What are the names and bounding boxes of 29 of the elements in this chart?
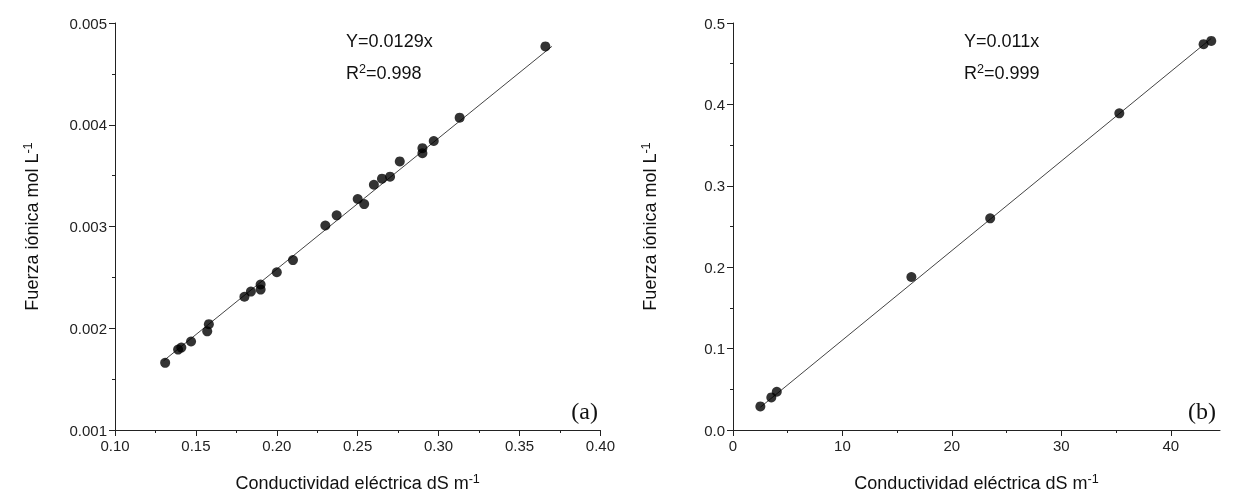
y-tick-label: 0.2 <box>704 258 725 276</box>
x-tick-label: 0.10 <box>100 437 130 454</box>
annotation: Y=0.011x <box>964 31 1040 51</box>
x-tick-label: 0.20 <box>262 437 292 454</box>
y-tick-label: 0.005 <box>69 14 107 32</box>
x-tick-label: 0.40 <box>585 437 615 454</box>
x-tick-label: 30 <box>1052 437 1070 454</box>
x-tick-label: 40 <box>1162 437 1180 454</box>
y-tick-label: 0.002 <box>69 319 107 337</box>
y-axis-title: Fuerza iónica mol L-1 <box>20 142 42 311</box>
x-tick-label: 0.15 <box>181 437 211 454</box>
y-tick-label: 0.003 <box>69 218 107 235</box>
x-tick-label: 0 <box>728 437 738 454</box>
x-tick-label: 20 <box>943 437 961 454</box>
annotation: (b) <box>1188 398 1216 424</box>
y-tick-label: 0.1 <box>704 340 725 358</box>
y-tick-label: 0.5 <box>704 14 725 32</box>
y-tick-label: 0.3 <box>704 177 725 195</box>
annotation: (a) <box>571 398 598 424</box>
x-tick-label: 0.35 <box>504 437 535 454</box>
y-tick-label: 0.001 <box>69 421 107 439</box>
x-tick-label: 10 <box>834 437 851 454</box>
annotation: Y=0.0129x <box>346 31 433 51</box>
y-tick-label: 0.004 <box>69 116 107 134</box>
x-tick-label: 0.25 <box>343 437 373 454</box>
y-tick-label: 0.0 <box>704 421 725 439</box>
x-tick-label: 0.30 <box>424 437 454 454</box>
y-tick-label: 0.4 <box>704 95 725 113</box>
y-axis-title: Fuerza iónica mol L-1 <box>638 142 660 311</box>
